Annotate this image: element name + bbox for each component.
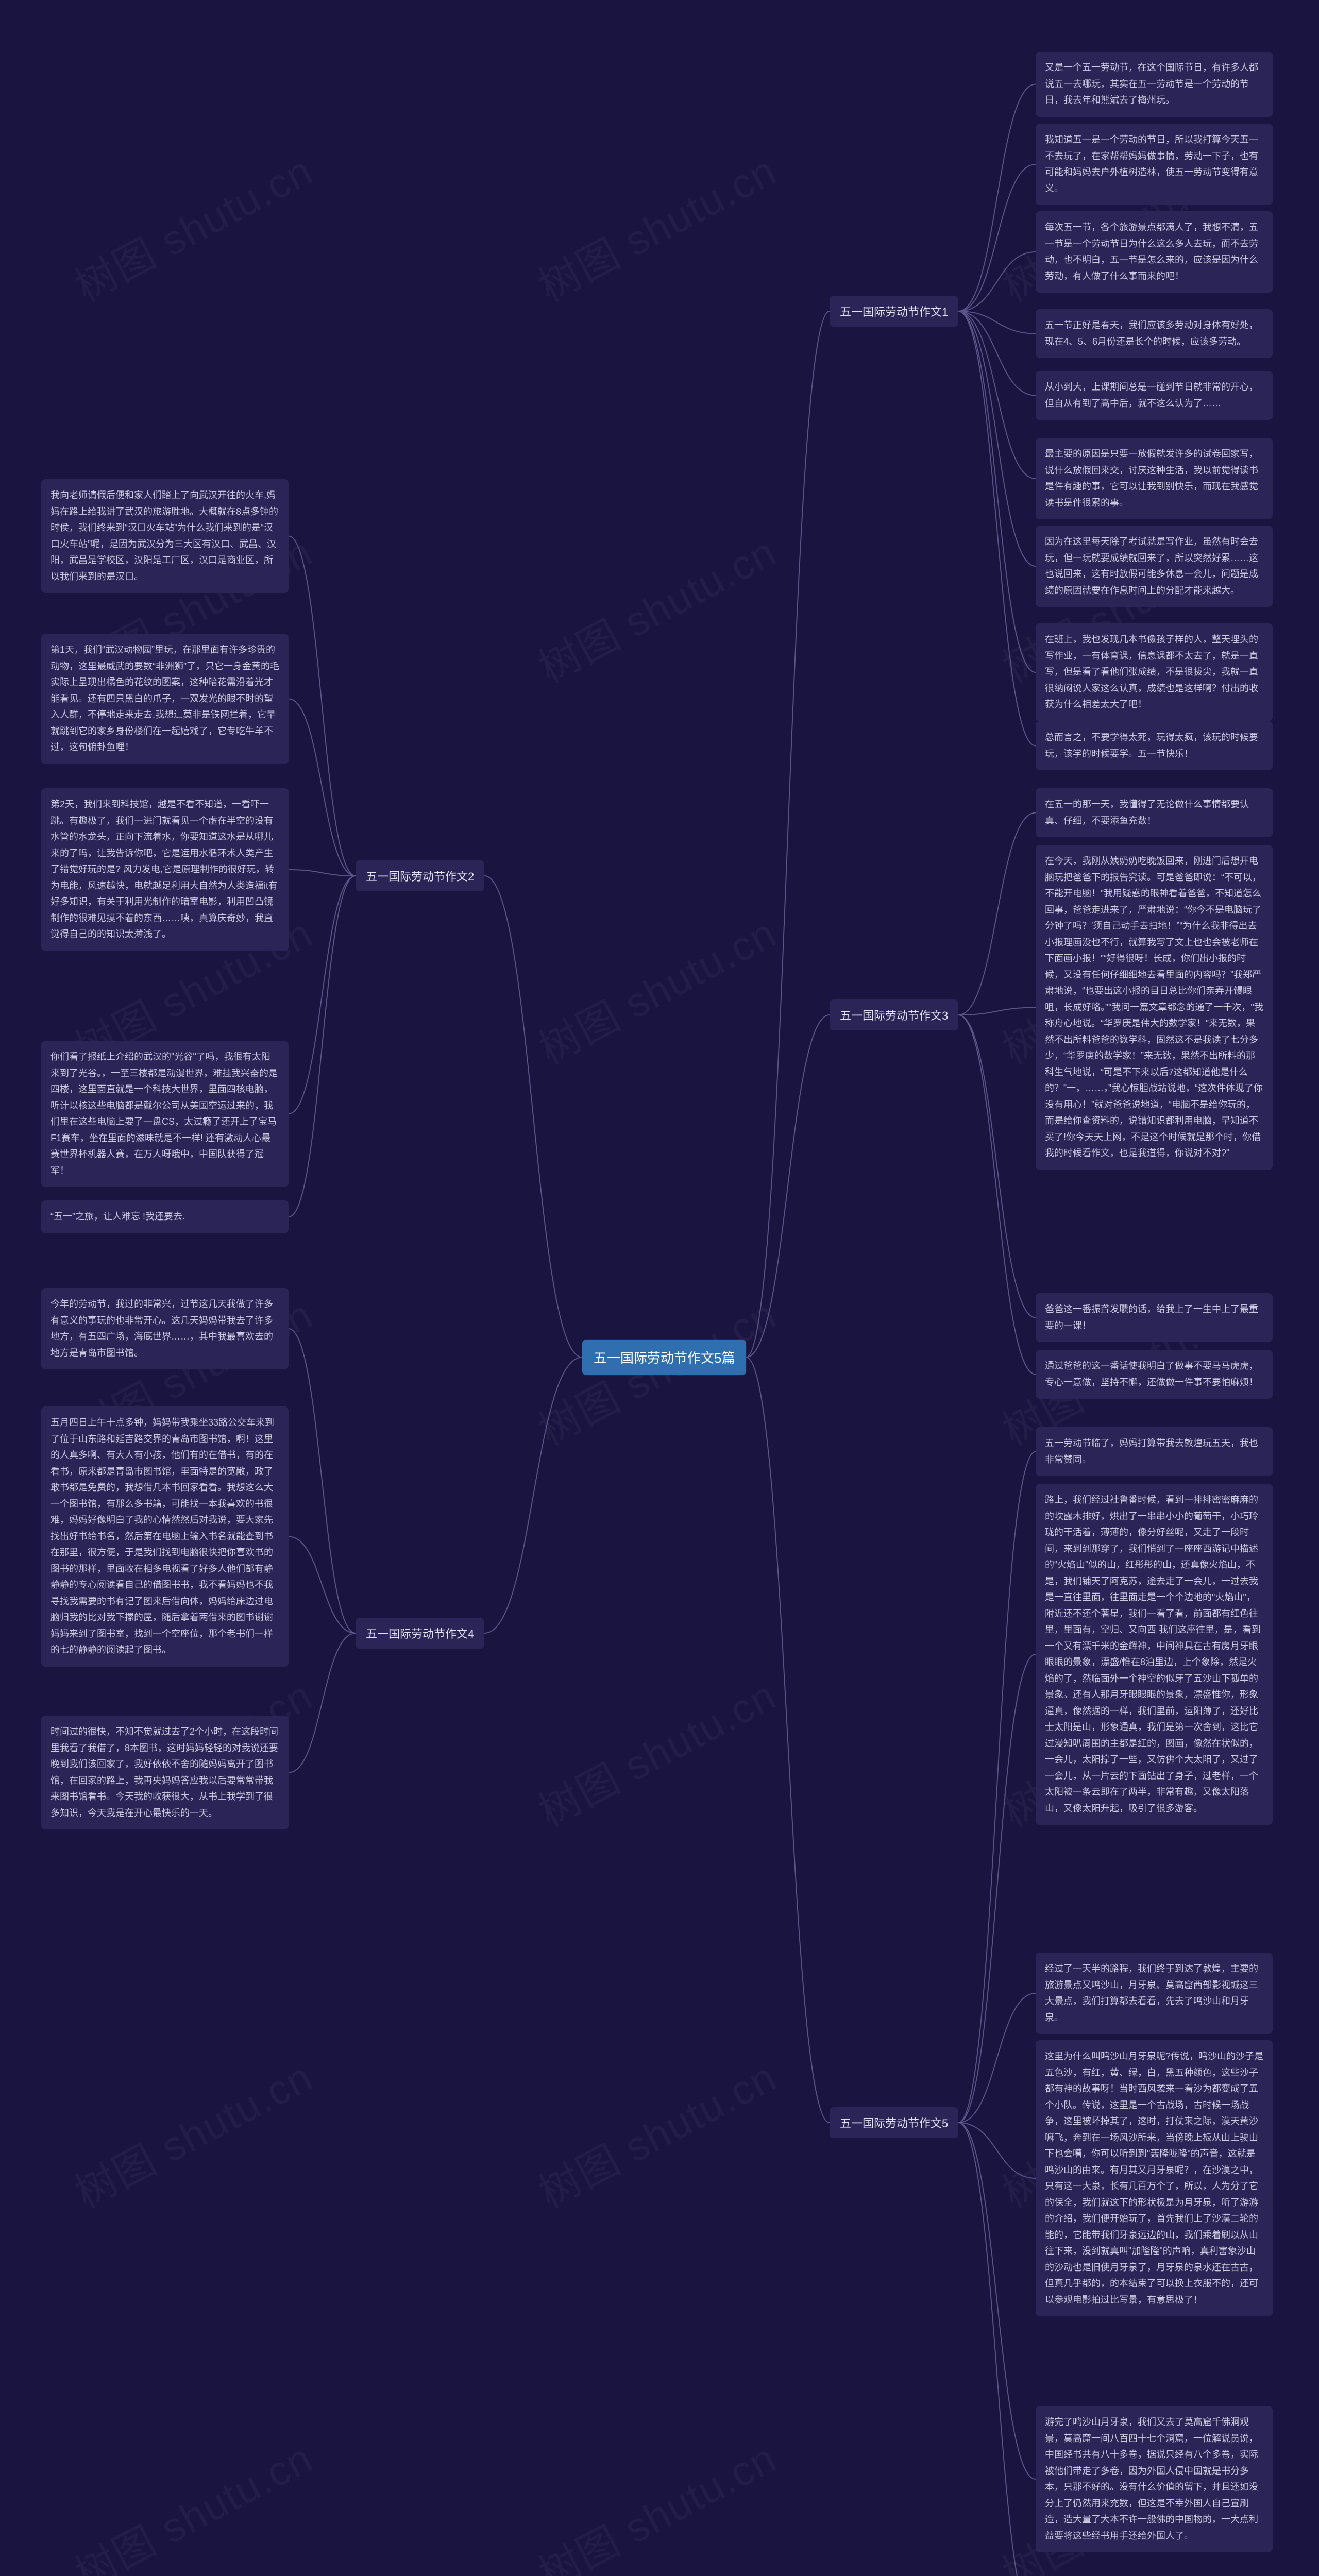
leaf-node[interactable]: 五一劳动节临了，妈妈打算带我去敦煌玩五天，我也非常赞同。 [1036, 1427, 1273, 1476]
leaf-node[interactable]: “五一”之旅，让人难忘 !我还要去. [41, 1200, 289, 1233]
leaf-node[interactable]: 路上，我们经过社鲁番时候，看到一排排密密麻麻的的坎露木排好，烘出了一串串小小的葡… [1036, 1484, 1273, 1825]
leaf-text: 通过爸爸的这一番话使我明白了做事不要马马虎虎，专心一意做，坚持不懈，还做做一件事… [1045, 1361, 1258, 1387]
leaf-text: 第2天，我们来到科技馆，越是不看不知道，一看吓一跳。有趣极了，我们一进门就看见一… [50, 799, 278, 939]
leaf-text: 游完了鸣沙山月牙泉，我们又去了莫高窟千佛洞观景，莫高窟一间八百四十七个洞窟，一位… [1045, 2417, 1258, 2541]
leaf-text: 爸爸这一番振聋发聩的话，给我上了一生中上了最重要的一课！ [1045, 1304, 1258, 1331]
root-node[interactable]: 五一国际劳动节作文5篇 [582, 1340, 746, 1375]
leaf-text: 经过了一天半的路程，我们终于到达了敦煌，主要的旅游景点又鸣沙山，月牙泉、莫高窟西… [1045, 1963, 1258, 2023]
leaf-node[interactable]: 在今天，我刚从姨奶奶吃晚饭回来，刚进门后想开电脑玩把爸爸下的报告究读。可是爸爸即… [1036, 845, 1273, 1170]
watermark-text: 树图 shutu.cn [527, 2044, 785, 2219]
mindmap-canvas: 树图 shutu.cn 树图 shutu.cn 树图 shutu.cn 树图 shut… [0, 0, 1319, 2576]
leaf-text: 五一节正好是春天，我们应该多劳动对身体有好处，现在4、5、6月份还是长个的时候，… [1045, 320, 1258, 347]
leaf-text: “五一”之旅，让人难忘 !我还要去. [50, 1211, 185, 1222]
leaf-node[interactable]: 又是一个五一劳动节，在这个国际节日，有许多人都说五一去哪玩，其实在五一劳动节是一… [1036, 52, 1273, 117]
leaf-node[interactable]: 因为在这里每天除了考试就是写作业，虽然有时会去玩，但一玩就要成绩就回来了，所以突… [1036, 526, 1273, 607]
branch-node[interactable]: 五一国际劳动节作文1 [830, 296, 958, 327]
branch-label: 五一国际劳动节作文4 [366, 1628, 474, 1640]
branch-node[interactable]: 五一国际劳动节作文2 [356, 860, 484, 891]
branch-label: 五一国际劳动节作文1 [840, 306, 948, 318]
leaf-node[interactable]: 经过了一天半的路程，我们终于到达了敦煌，主要的旅游景点又鸣沙山，月牙泉、莫高窟西… [1036, 1953, 1273, 2034]
leaf-node[interactable]: 每次五一节，各个旅游景点都满人了，我想不清，五一节是一个劳动节日为什么这么多人去… [1036, 211, 1273, 293]
leaf-node[interactable]: 在五一的那一天，我懂得了无论做什么事情都要认真、仔细，不要添鱼充数！ [1036, 788, 1273, 837]
leaf-node[interactable]: 总而言之，不要学得太死，玩得太疯，该玩的时候要玩，该学的时候要学。五一节快乐！ [1036, 721, 1273, 770]
leaf-node[interactable]: 今年的劳动节，我过的非常兴，过节这几天我做了许多有意义的事玩的也非常开心。这几天… [41, 1288, 289, 1369]
branch-node[interactable]: 五一国际劳动节作文3 [830, 999, 958, 1030]
root-label: 五一国际劳动节作文5篇 [594, 1350, 735, 1366]
leaf-text: 最主要的原因是只要一放假就发许多的试卷回家写，说什么放假回来交，讨厌这种生活，我… [1045, 449, 1258, 508]
leaf-text: 在今天，我刚从姨奶奶吃晚饭回来，刚进门后想开电脑玩把爸爸下的报告究读。可是爸爸即… [1045, 856, 1263, 1158]
branch-label: 五一国际劳动节作文2 [366, 870, 474, 883]
leaf-text: 因为在这里每天除了考试就是写作业，虽然有时会去玩，但一玩就要成绩就回来了，所以突… [1045, 536, 1258, 596]
leaf-node[interactable]: 最主要的原因是只要一放假就发许多的试卷回家写，说什么放假回来交，讨厌这种生活，我… [1036, 438, 1273, 519]
leaf-text: 第1天，我们“武汉动物园”里玩，在那里面有许多珍贵的动物，这里最威武的要数“非洲… [50, 645, 279, 752]
leaf-node[interactable]: 我向老师请假后便和家人们踏上了向武汉开往的火车,妈妈在路上给我讲了武汉的旅游胜地… [41, 479, 289, 593]
leaf-text: 在五一的那一天，我懂得了无论做什么事情都要认真、仔细，不要添鱼充数！ [1045, 799, 1249, 826]
leaf-node[interactable]: 五月四日上午十点多钟，妈妈带我乘坐33路公交车来到了位于山东路和延吉路交界的青岛… [41, 1406, 289, 1667]
leaf-text: 今年的劳动节，我过的非常兴，过节这几天我做了许多有意义的事玩的也非常开心。这几天… [50, 1299, 273, 1358]
watermark-text: 树图 shutu.cn [527, 519, 785, 694]
leaf-text: 在班上，我也发现几本书像孩子样的人，整天埋头的写作业，一有体育课，信息课都不太去… [1045, 634, 1258, 709]
leaf-text: 五月四日上午十点多钟，妈妈带我乘坐33路公交车来到了位于山东路和延吉路交界的青岛… [50, 1417, 274, 1655]
leaf-node[interactable]: 第1天，我们“武汉动物园”里玩，在那里面有许多珍贵的动物，这里最威武的要数“非洲… [41, 634, 289, 764]
leaf-text: 又是一个五一劳动节，在这个国际节日，有许多人都说五一去哪玩，其实在五一劳动节是一… [1045, 62, 1258, 105]
leaf-node[interactable]: 爸爸这一番振聋发聩的话，给我上了一生中上了最重要的一课！ [1036, 1293, 1273, 1342]
branch-label: 五一国际劳动节作文5 [840, 2117, 948, 2130]
leaf-text: 我向老师请假后便和家人们踏上了向武汉开往的火车,妈妈在路上给我讲了武汉的旅游胜地… [50, 490, 278, 582]
watermark-text: 树图 shutu.cn [527, 1663, 785, 1838]
watermark-text: 树图 shutu.cn [527, 2426, 785, 2576]
leaf-node[interactable]: 这里为什么叫鸣沙山月牙泉呢?传说，鸣沙山的沙子是五色沙，有红，黄、绿，白，黑五种… [1036, 2040, 1273, 2316]
leaf-text: 每次五一节，各个旅游景点都满人了，我想不清，五一节是一个劳动节日为什么这么多人去… [1045, 222, 1258, 281]
watermark-text: 树图 shutu.cn [527, 138, 785, 313]
leaf-text: 路上，我们经过社鲁番时候，看到一排排密密麻麻的的坎露木排好，烘出了一串串小小的葡… [1045, 1495, 1261, 1814]
leaf-node[interactable]: 通过爸爸的这一番话使我明白了做事不要马马虎虎，专心一意做，坚持不懈，还做做一件事… [1036, 1350, 1273, 1399]
leaf-node[interactable]: 从小到大，上课期间总是一碰到节日就非常的开心，但自从有到了高中后，就不这么认为了… [1036, 371, 1273, 420]
leaf-node[interactable]: 我知道五一是一个劳动的节日，所以我打算今天五一不去玩了，在家帮帮妈妈做事情，劳动… [1036, 124, 1273, 205]
leaf-text: 这里为什么叫鸣沙山月牙泉呢?传说，鸣沙山的沙子是五色沙，有红，黄、绿，白，黑五种… [1045, 2051, 1263, 2305]
leaf-text: 总而言之，不要学得太死，玩得太疯，该玩的时候要玩，该学的时候要学。五一节快乐！ [1045, 732, 1258, 759]
leaf-node[interactable]: 在班上，我也发现几本书像孩子样的人，整天埋头的写作业，一有体育课，信息课都不太去… [1036, 623, 1273, 721]
leaf-text: 时间过的很快，不知不觉就过去了2个小时，在这段时间里我看了我借了，8本图书，这时… [50, 1726, 278, 1818]
leaf-text: 你们看了报纸上介绍的武汉的"光谷"了吗，我很有太阳来到了光谷。，一至三楼都是动漫… [50, 1052, 278, 1176]
leaf-text: 我知道五一是一个劳动的节日，所以我打算今天五一不去玩了，在家帮帮妈妈做事情，劳动… [1045, 134, 1258, 194]
watermark-text: 树图 shutu.cn [527, 901, 785, 1076]
branch-node[interactable]: 五一国际劳动节作文4 [356, 1618, 484, 1649]
leaf-node[interactable]: 时间过的很快，不知不觉就过去了2个小时，在这段时间里我看了我借了，8本图书，这时… [41, 1716, 289, 1829]
leaf-node[interactable]: 你们看了报纸上介绍的武汉的"光谷"了吗，我很有太阳来到了光谷。，一至三楼都是动漫… [41, 1041, 289, 1187]
watermark-text: 树图 shutu.cn [63, 2426, 322, 2576]
leaf-node[interactable]: 游完了鸣沙山月牙泉，我们又去了莫高窟千佛洞观景，莫高窟一间八百四十七个洞窟，一位… [1036, 2406, 1273, 2552]
leaf-node[interactable]: 五一节正好是春天，我们应该多劳动对身体有好处，现在4、5、6月份还是长个的时候，… [1036, 309, 1273, 358]
branch-node[interactable]: 五一国际劳动节作文5 [830, 2107, 958, 2138]
watermark-text: 树图 shutu.cn [63, 2044, 322, 2219]
branch-label: 五一国际劳动节作文3 [840, 1009, 948, 1022]
leaf-node[interactable]: 第2天，我们来到科技馆，越是不看不知道，一看吓一跳。有趣极了，我们一进门就看见一… [41, 788, 289, 951]
watermark-text: 树图 shutu.cn [63, 138, 322, 313]
leaf-text: 从小到大，上课期间总是一碰到节日就非常的开心，但自从有到了高中后，就不这么认为了… [1045, 382, 1258, 409]
leaf-text: 五一劳动节临了，妈妈打算带我去敦煌玩五天，我也非常赞同。 [1045, 1438, 1258, 1465]
